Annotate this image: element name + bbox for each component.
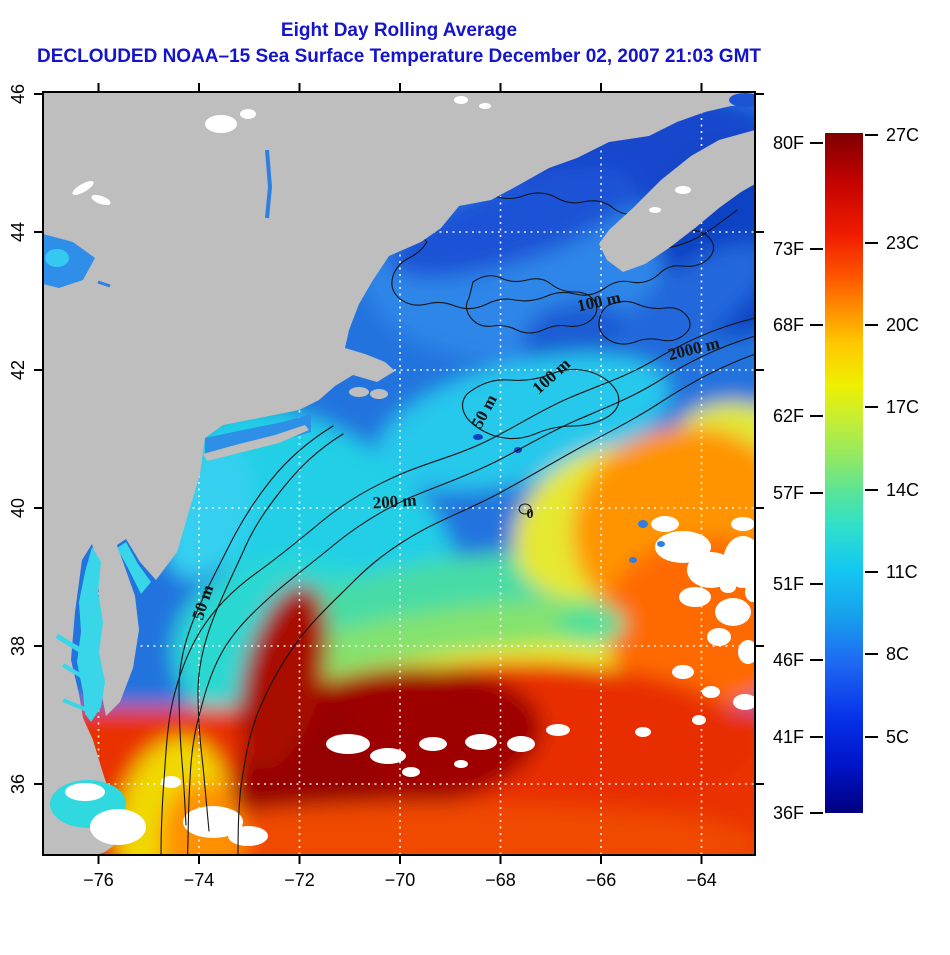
x-tick-label: −70 [385,870,416,890]
y-tick-label: 44 [8,222,28,242]
y-tick-label: 36 [8,774,28,794]
contour-label-0m: 0 [527,507,534,522]
x-tick-label: −72 [284,870,315,890]
lake-champlain [265,149,273,219]
chart-title: Eight Day Rolling Average [280,20,518,41]
cbar-c-label: 5C [886,727,909,747]
colorbar-c-ticks [865,134,878,738]
james-river [62,698,88,712]
chart-subtitle: DECLOUDED NOAA–15 Sea Surface Temperatur… [36,45,762,67]
nova-scotia [599,130,755,272]
long-island [203,425,309,461]
island-marthas-vineyard [349,387,369,397]
mainland [43,92,755,855]
colorbar-celsius-labels: 27C 23C 20C 17C 14C 11C 8C 5C [886,125,919,747]
cbar-c-label: 23C [886,233,919,253]
lake-ontario-glint [45,249,69,267]
cbar-f-label: 62F [773,406,804,426]
x-tick-label: −68 [485,870,516,890]
x-tick-label: −64 [686,870,717,890]
title-block: Eight Day Rolling Average DECLOUDED NOAA… [0,18,798,69]
potomac-river [55,633,85,655]
x-tick-label: −74 [184,870,215,890]
cbar-f-label: 68F [773,315,804,335]
x-tick-label: −66 [586,870,617,890]
land-mass [43,92,755,855]
delaware-bay [117,542,151,594]
cbar-c-label: 14C [886,480,919,500]
cbar-f-label: 41F [773,727,804,747]
contour-label-200m: 200 m [372,491,417,513]
cbar-f-label: 73F [773,239,804,259]
cbar-f-label: 80F [773,133,804,153]
colorbar: 80F 73F 68F 62F 57F 51F 46F 41F 36F 27C … [773,125,919,823]
finger-lake [97,280,111,288]
x-axis-labels: −76 −74 −72 −70 −68 −66 −64 [83,870,717,890]
rappahannock-river [61,663,85,679]
y-axis-labels: 46 44 42 40 38 36 [8,84,28,794]
cbar-f-label: 36F [773,803,804,823]
cloud-patches [161,129,755,846]
chesapeake-bay [77,547,105,722]
y-tick-label: 40 [8,498,28,518]
top-right-strait [729,93,755,107]
y-tick-label: 42 [8,360,28,380]
colorbar-gradient [825,133,863,813]
lake-ontario-corner [43,234,95,288]
y-axis-ticks [34,93,764,785]
x-axis-ticks [97,83,703,864]
depth-contours [160,192,755,855]
cbar-c-label: 27C [886,125,919,145]
island-nantucket [370,389,388,399]
colorbar-fahrenheit-labels: 80F 73F 68F 62F 57F 51F 46F 41F 36F [773,133,804,823]
cbar-f-label: 51F [773,574,804,594]
cbar-c-label: 8C [886,644,909,664]
cbar-c-label: 11C [886,562,918,582]
cbar-f-label: 57F [773,483,804,503]
y-tick-label: 38 [8,636,28,656]
cloud-patches-blue [473,434,665,563]
map-plot-area: 100 m 2000 m 100 m 50 m 200 m 50 m 0 [43,92,755,855]
cbar-c-label: 17C [886,397,919,417]
x-tick-label: −76 [83,870,114,890]
cbar-c-label: 20C [886,315,919,335]
colorbar-f-ticks [810,142,823,814]
land-cloud-patches [65,96,691,845]
cbar-f-label: 46F [773,650,804,670]
y-tick-label: 46 [8,84,28,104]
